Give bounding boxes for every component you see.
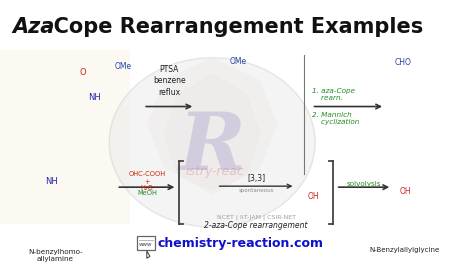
Text: chemistry-reaction.com: chemistry-reaction.com (157, 238, 324, 250)
Text: OHC-COOH: OHC-COOH (128, 171, 165, 177)
Text: R: R (179, 109, 246, 186)
Text: CHO: CHO (394, 58, 411, 67)
Text: +: + (144, 179, 150, 185)
Text: solvolysis: solvolysis (346, 181, 381, 187)
Polygon shape (147, 251, 150, 258)
Text: 2-aza-Cope rearrangement: 2-aza-Cope rearrangement (204, 221, 308, 230)
Text: istry-reac: istry-reac (185, 165, 244, 178)
Text: NH: NH (46, 177, 58, 186)
Text: 1. aza-Cope
    rearn.: 1. aza-Cope rearn. (311, 88, 355, 101)
FancyBboxPatch shape (137, 236, 155, 250)
Text: N-benzylhomo-
allylamine: N-benzylhomo- allylamine (28, 249, 83, 262)
Text: OH: OH (308, 192, 319, 201)
Text: spontaneous: spontaneous (238, 188, 274, 193)
Text: PTSA
benzene
reflux: PTSA benzene reflux (153, 65, 185, 97)
Text: O: O (80, 68, 87, 77)
Text: MeOH: MeOH (137, 190, 157, 196)
Text: OH: OH (400, 187, 411, 196)
Text: 2. Mannich
    cyclization: 2. Mannich cyclization (311, 111, 359, 125)
Polygon shape (165, 75, 260, 194)
Bar (0, 50, 130, 224)
Text: OMe: OMe (229, 57, 246, 66)
Ellipse shape (109, 58, 315, 227)
Text: [3,3]: [3,3] (247, 174, 265, 183)
Text: NCET | IIT-JAM | CSIR-NET: NCET | IIT-JAM | CSIR-NET (217, 214, 296, 219)
Text: Aza: Aza (12, 17, 55, 37)
Text: N-Benzylallylglycine: N-Benzylallylglycine (370, 247, 440, 253)
Polygon shape (147, 58, 278, 191)
Text: OMe: OMe (115, 62, 132, 71)
Text: NH: NH (88, 93, 100, 102)
Text: www: www (139, 242, 153, 247)
Text: -Cope Rearrangement Examples: -Cope Rearrangement Examples (45, 17, 423, 37)
Text: H₂O: H₂O (140, 185, 153, 191)
